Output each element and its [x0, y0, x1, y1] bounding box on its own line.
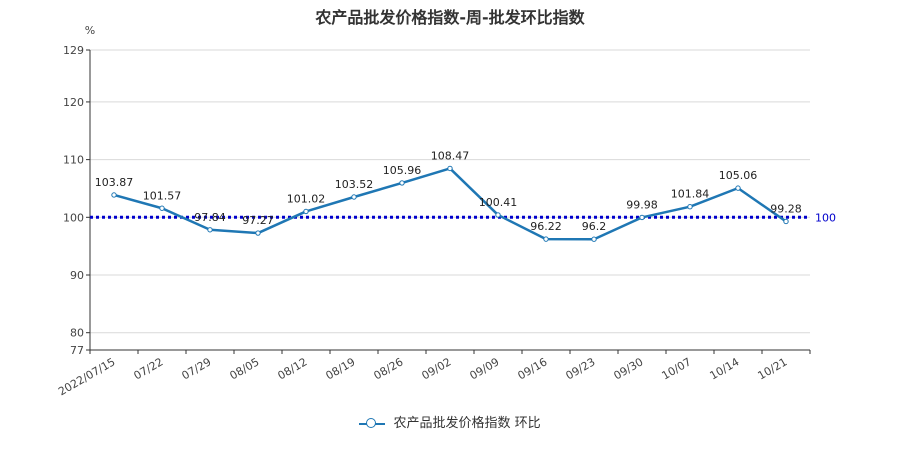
- data-label: 96.22: [530, 220, 562, 233]
- legend-marker-icon: [359, 417, 386, 431]
- data-label: 99.98: [626, 198, 658, 211]
- x-tick-label: 2022/07/15: [56, 355, 117, 398]
- data-point: [303, 208, 309, 215]
- data-point: [687, 203, 693, 210]
- data-point: [591, 236, 597, 242]
- data-point: [783, 218, 789, 225]
- x-tick-label: 10/14: [708, 355, 742, 382]
- data-label: 96.2: [582, 220, 607, 233]
- reference-line-label: 100: [815, 211, 836, 224]
- data-label: 103.52: [335, 178, 374, 191]
- x-tick-label: 07/22: [132, 355, 166, 382]
- data-point: [207, 227, 213, 233]
- chart-title: 农产品批发价格指数-周-批发环比指数: [315, 8, 585, 27]
- x-tick-label: 10/07: [660, 355, 694, 382]
- x-tick-label: 08/05: [228, 355, 262, 382]
- data-label: 100.41: [479, 196, 518, 209]
- y-tick-label: 120: [63, 96, 84, 109]
- data-label: 101.57: [143, 189, 182, 202]
- y-tick-label: 80: [70, 327, 84, 340]
- data-label: 99.28: [770, 202, 802, 215]
- x-tick-label: 08/19: [324, 355, 358, 382]
- y-tick-label: 129: [63, 44, 84, 57]
- x-tick-label: 09/23: [564, 355, 598, 382]
- data-point: [639, 214, 645, 221]
- x-tick-label: 09/30: [612, 355, 646, 382]
- data-label: 97.84: [194, 211, 226, 224]
- x-tick-label: 10/21: [756, 355, 790, 382]
- data-point: [111, 192, 117, 198]
- data-point: [159, 205, 165, 211]
- data-label: 103.87: [95, 176, 134, 189]
- data-label: 97.27: [242, 214, 274, 227]
- x-tick-label: 09/16: [516, 355, 550, 382]
- x-tick-label: 07/29: [180, 355, 214, 382]
- y-tick-label: 100: [63, 211, 84, 224]
- x-tick-label: 09/02: [420, 355, 454, 382]
- data-point: [255, 230, 261, 236]
- y-tick-label: 90: [70, 269, 84, 282]
- data-point: [735, 185, 741, 191]
- data-label: 105.96: [383, 164, 422, 177]
- y-axis-label: %: [85, 24, 95, 37]
- x-tick-label: 08/26: [372, 355, 406, 382]
- y-tick-label: 110: [63, 154, 84, 167]
- data-point: [495, 212, 501, 218]
- data-point: [447, 165, 453, 172]
- y-tick-label: 77: [70, 344, 84, 357]
- data-label: 101.02: [287, 192, 326, 205]
- data-label: 108.47: [431, 149, 470, 162]
- x-tick-label: 09/09: [468, 355, 502, 382]
- data-point: [543, 236, 549, 242]
- data-label: 105.06: [719, 169, 758, 182]
- series-line: [113, 167, 787, 241]
- data-point: [399, 180, 405, 186]
- data-label: 101.84: [671, 188, 710, 201]
- data-point: [351, 194, 357, 200]
- legend-label: 农产品批发价格指数 环比: [393, 416, 541, 431]
- legend[interactable]: 农产品批发价格指数 环比: [0, 412, 900, 431]
- x-tick-label: 08/12: [276, 355, 310, 382]
